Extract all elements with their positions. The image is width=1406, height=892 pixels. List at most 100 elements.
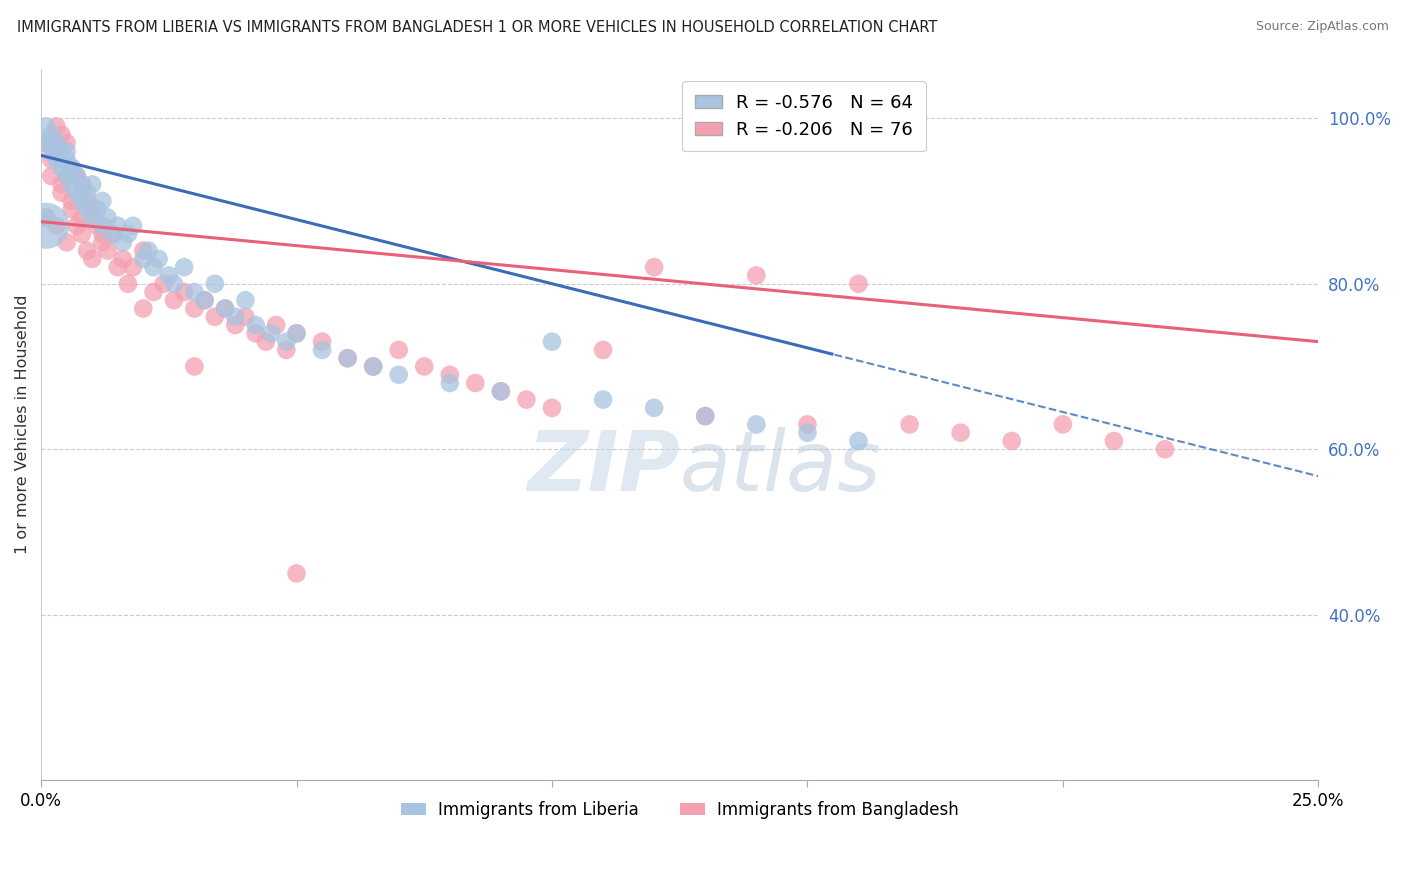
Point — [592, 392, 614, 407]
Point — [82, 252, 104, 266]
Point — [41, 128, 63, 142]
Point — [898, 417, 921, 432]
Point — [235, 293, 257, 308]
Point — [60, 194, 83, 208]
Point — [55, 153, 77, 167]
Point — [76, 244, 98, 258]
Text: Source: ZipAtlas.com: Source: ZipAtlas.com — [1256, 20, 1389, 33]
Point — [1102, 434, 1125, 448]
Point — [361, 359, 384, 374]
Point — [163, 293, 186, 308]
Point — [86, 219, 108, 233]
Point — [138, 244, 160, 258]
Point — [91, 227, 114, 241]
Point — [86, 202, 108, 217]
Point — [848, 277, 870, 291]
Point — [745, 268, 768, 283]
Point — [183, 359, 205, 374]
Point — [276, 343, 298, 357]
Point — [60, 178, 83, 192]
Point — [51, 153, 73, 167]
Point — [41, 136, 63, 150]
Point — [76, 186, 98, 200]
Point — [45, 120, 67, 134]
Legend: Immigrants from Liberia, Immigrants from Bangladesh: Immigrants from Liberia, Immigrants from… — [394, 794, 965, 825]
Point — [264, 318, 287, 332]
Point — [82, 178, 104, 192]
Point — [55, 169, 77, 183]
Point — [848, 434, 870, 448]
Point — [35, 211, 58, 225]
Point — [204, 310, 226, 324]
Point — [132, 244, 155, 258]
Point — [45, 136, 67, 150]
Point — [163, 277, 186, 291]
Point — [285, 326, 308, 341]
Point — [224, 318, 246, 332]
Point — [1001, 434, 1024, 448]
Point — [91, 219, 114, 233]
Point — [107, 219, 129, 233]
Point — [55, 169, 77, 183]
Point — [643, 401, 665, 415]
Point — [60, 161, 83, 175]
Point — [51, 161, 73, 175]
Point — [66, 219, 89, 233]
Point — [70, 178, 93, 192]
Text: IMMIGRANTS FROM LIBERIA VS IMMIGRANTS FROM BANGLADESH 1 OR MORE VEHICLES IN HOUS: IMMIGRANTS FROM LIBERIA VS IMMIGRANTS FR… — [17, 20, 938, 35]
Point — [142, 285, 165, 299]
Point — [51, 128, 73, 142]
Point — [96, 211, 118, 225]
Point — [214, 301, 236, 316]
Point — [695, 409, 717, 424]
Point — [66, 169, 89, 183]
Point — [55, 235, 77, 250]
Point — [96, 244, 118, 258]
Point — [35, 136, 58, 150]
Point — [643, 260, 665, 275]
Point — [311, 334, 333, 349]
Point — [117, 277, 139, 291]
Point — [949, 425, 972, 440]
Point — [41, 169, 63, 183]
Point — [55, 136, 77, 150]
Point — [592, 343, 614, 357]
Point — [183, 285, 205, 299]
Point — [157, 268, 180, 283]
Point — [66, 186, 89, 200]
Point — [35, 120, 58, 134]
Point — [132, 301, 155, 316]
Point — [214, 301, 236, 316]
Point — [276, 334, 298, 349]
Point — [41, 153, 63, 167]
Point — [51, 186, 73, 200]
Point — [82, 202, 104, 217]
Point — [101, 227, 124, 241]
Point — [35, 219, 58, 233]
Point — [204, 277, 226, 291]
Point — [45, 153, 67, 167]
Point — [142, 260, 165, 275]
Point — [107, 260, 129, 275]
Point — [439, 376, 461, 390]
Point — [148, 252, 170, 266]
Point — [82, 211, 104, 225]
Point — [311, 343, 333, 357]
Text: ZIP: ZIP — [527, 426, 679, 508]
Point — [60, 202, 83, 217]
Point — [194, 293, 217, 308]
Y-axis label: 1 or more Vehicles in Household: 1 or more Vehicles in Household — [15, 294, 30, 554]
Point — [796, 425, 818, 440]
Point — [336, 351, 359, 366]
Point — [45, 145, 67, 159]
Point — [245, 326, 267, 341]
Point — [45, 219, 67, 233]
Point — [183, 301, 205, 316]
Point — [1052, 417, 1074, 432]
Point — [194, 293, 217, 308]
Point — [41, 145, 63, 159]
Point — [122, 260, 145, 275]
Text: atlas: atlas — [679, 426, 882, 508]
Point — [515, 392, 537, 407]
Point — [152, 277, 174, 291]
